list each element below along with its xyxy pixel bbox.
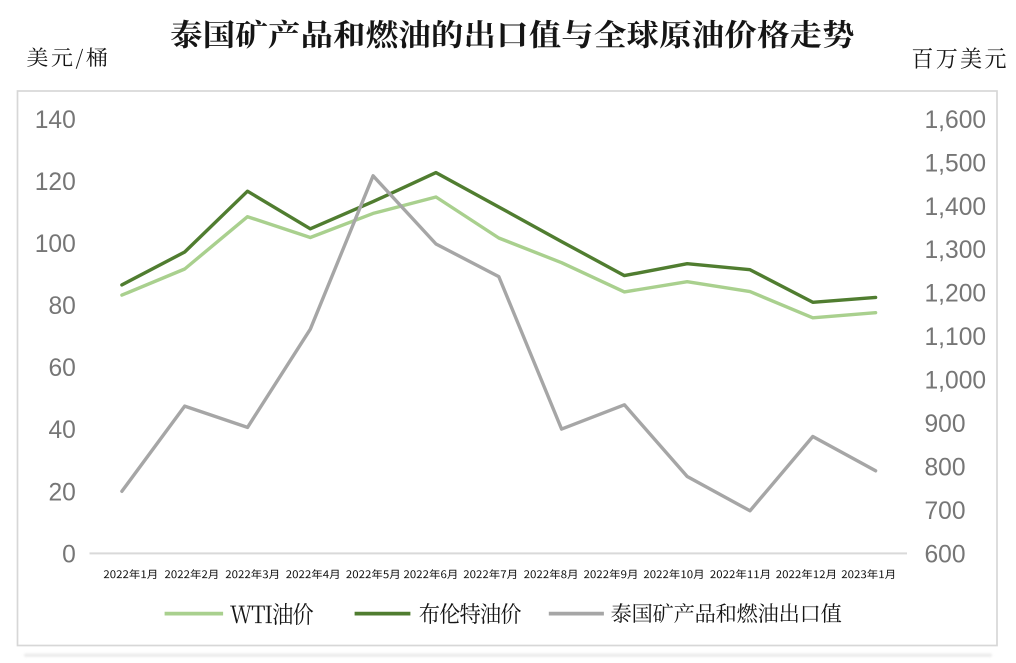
svg-text:120: 120 (35, 169, 76, 196)
svg-text:140: 140 (35, 107, 76, 134)
svg-text:20: 20 (48, 479, 75, 506)
svg-text:0: 0 (62, 541, 76, 568)
svg-text:40: 40 (48, 417, 75, 444)
svg-text:1,500: 1,500 (925, 150, 987, 177)
svg-text:1,000: 1,000 (925, 368, 987, 395)
svg-text:800: 800 (925, 455, 966, 482)
svg-text:1,400: 1,400 (925, 194, 987, 221)
svg-text:1,200: 1,200 (925, 281, 987, 308)
svg-text:600: 600 (925, 541, 966, 568)
svg-text:80: 80 (48, 293, 75, 320)
svg-text:60: 60 (48, 355, 75, 382)
svg-text:1,300: 1,300 (925, 237, 987, 264)
svg-text:1,600: 1,600 (925, 107, 987, 134)
svg-text:900: 900 (925, 411, 966, 438)
svg-text:700: 700 (925, 498, 966, 525)
svg-text:1,100: 1,100 (925, 324, 987, 351)
svg-text:100: 100 (35, 231, 76, 258)
